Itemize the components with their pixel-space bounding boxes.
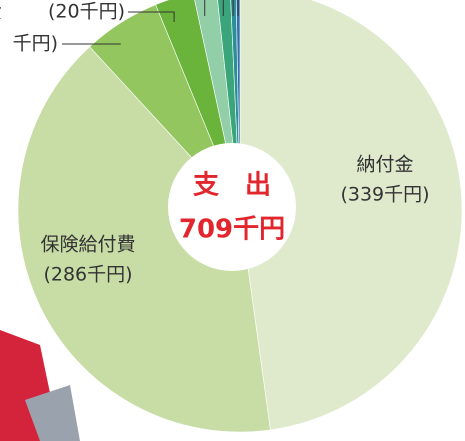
slice-label: 費 <box>0 1 2 23</box>
center-title: 支 出 <box>193 171 271 201</box>
center-hole <box>168 143 296 271</box>
slice-label: 納付金 <box>356 154 413 176</box>
chart: 支 出 709千円 納付金 (339千円) 保険給付費 (286千円) 千円) (20千円… <box>0 0 465 441</box>
center-total: 709千円 <box>179 215 285 245</box>
slice-value-label: (339千円) <box>340 184 429 206</box>
slice-value-label: 千円) <box>13 33 58 55</box>
slice-label: 保険給付費 <box>40 234 135 256</box>
slice-value-label: (20千円) <box>48 1 125 23</box>
slice-value-label: (286千円) <box>43 264 132 286</box>
